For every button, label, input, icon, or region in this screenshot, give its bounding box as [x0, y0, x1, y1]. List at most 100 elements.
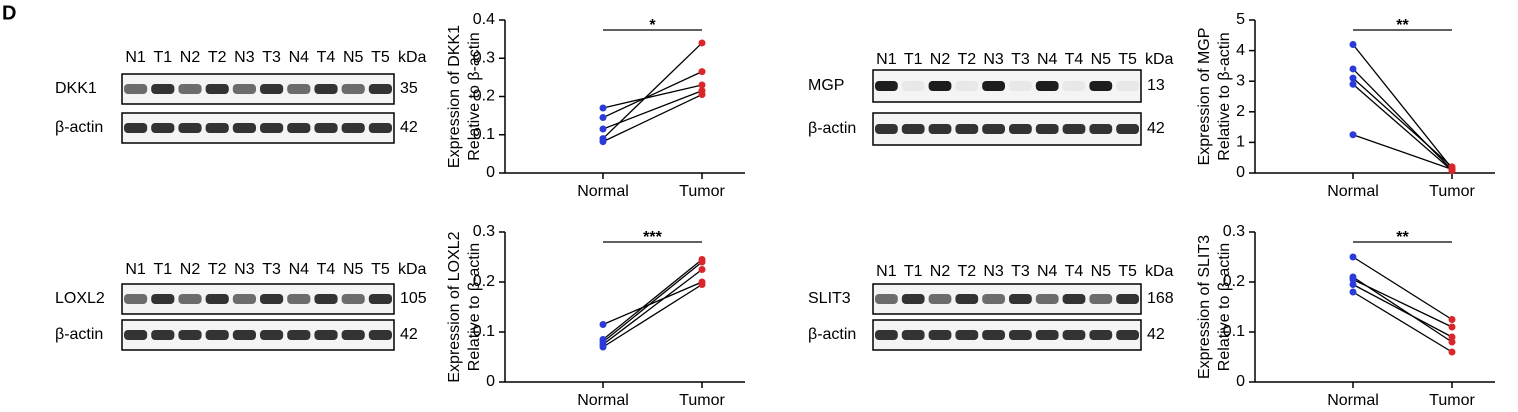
protein-label: β-actin: [55, 119, 103, 136]
point: [698, 266, 706, 273]
band: [928, 294, 952, 304]
pair-line: [602, 94, 703, 143]
band: [955, 81, 979, 91]
band: [314, 123, 338, 133]
band: [151, 330, 175, 340]
lane-label: N1: [125, 49, 146, 66]
band: [341, 84, 365, 94]
x-tick-label: Normal: [1327, 183, 1379, 200]
lane-label: T4: [1065, 263, 1084, 280]
lane-label: T3: [262, 49, 281, 66]
lane-label: N4: [289, 49, 310, 66]
band: [1116, 81, 1139, 91]
significance-label: ***: [643, 229, 662, 246]
significance-label: *: [649, 17, 656, 34]
y-axis-label: Expression of SLIT3: [1196, 235, 1213, 379]
band: [287, 123, 311, 133]
band: [1009, 294, 1032, 304]
point: [1349, 80, 1357, 88]
lane-label: T5: [371, 261, 390, 278]
band: [151, 294, 175, 304]
point: [1448, 165, 1456, 173]
y-tick-label: 0.3: [1223, 223, 1245, 240]
x-tick-label: Normal: [577, 392, 629, 407]
lane-label: N5: [343, 261, 364, 278]
band: [928, 330, 952, 340]
band: [1116, 330, 1139, 340]
y-axis-label: Relative to β-actin: [466, 243, 483, 371]
band: [982, 330, 1005, 340]
x-tick-label: Tumor: [679, 183, 725, 200]
band: [1089, 81, 1113, 91]
band: [1009, 330, 1032, 340]
lane-label: N1: [876, 263, 897, 280]
point: [1448, 348, 1456, 356]
band: [1062, 124, 1086, 134]
pair-line: [1352, 283, 1453, 338]
band: [341, 123, 365, 133]
band: [1009, 124, 1032, 134]
pair-line: [602, 84, 703, 109]
band: [1062, 330, 1086, 340]
band: [178, 330, 202, 340]
band: [178, 84, 202, 94]
y-axis-label: Relative to β-actin: [1216, 32, 1233, 160]
lane-label: N4: [1037, 51, 1058, 68]
point: [1448, 333, 1456, 341]
band: [955, 330, 979, 340]
lane-label: T2: [208, 261, 227, 278]
point: [1448, 323, 1456, 331]
band: [1089, 124, 1113, 134]
band: [314, 294, 338, 304]
x-tick-label: Normal: [1327, 392, 1379, 407]
point: [599, 343, 607, 351]
band: [260, 330, 284, 340]
lane-label: N5: [1091, 51, 1112, 68]
point: [1349, 40, 1357, 48]
y-tick-label: 2: [1236, 103, 1245, 120]
panel-label: D: [2, 2, 16, 24]
band: [901, 124, 925, 134]
point: [698, 39, 706, 47]
pair-line: [1352, 68, 1453, 171]
point: [698, 258, 706, 266]
protein-label: SLIT3: [808, 290, 851, 307]
unit-label: kDa: [1145, 51, 1174, 68]
lane-label: T4: [317, 261, 336, 278]
significance-label: **: [1396, 17, 1409, 34]
lane-label: T2: [957, 263, 976, 280]
pair-line: [1352, 256, 1453, 321]
band: [205, 84, 229, 94]
band: [341, 294, 365, 304]
band: [875, 81, 898, 91]
pair-line: [1352, 83, 1453, 172]
kda-label: 42: [400, 326, 418, 343]
x-tick-label: Tumor: [1429, 183, 1475, 200]
lane-label: T1: [904, 51, 923, 68]
lane-label: T2: [208, 49, 227, 66]
protein-label: β-actin: [808, 120, 856, 137]
lane-label: T5: [1118, 263, 1137, 280]
band: [124, 330, 148, 340]
kda-label: 13: [1147, 77, 1165, 94]
point: [698, 68, 706, 76]
band: [875, 124, 898, 134]
band: [982, 81, 1005, 91]
band: [1062, 81, 1086, 91]
band: [232, 84, 256, 94]
band: [314, 330, 338, 340]
kda-label: 42: [1147, 326, 1165, 343]
y-tick-label: 0.1: [1223, 323, 1245, 340]
y-tick-label: 0.2: [1223, 273, 1245, 290]
point: [599, 138, 607, 146]
band: [875, 294, 898, 304]
band: [1062, 294, 1086, 304]
y-axis-label: Expression of LOXL2: [446, 231, 463, 382]
band: [287, 330, 311, 340]
y-tick-label: 0: [486, 373, 495, 390]
band: [151, 123, 175, 133]
protein-label: LOXL2: [55, 290, 105, 307]
band: [955, 124, 979, 134]
band: [260, 84, 284, 94]
lane-label: T3: [262, 261, 281, 278]
